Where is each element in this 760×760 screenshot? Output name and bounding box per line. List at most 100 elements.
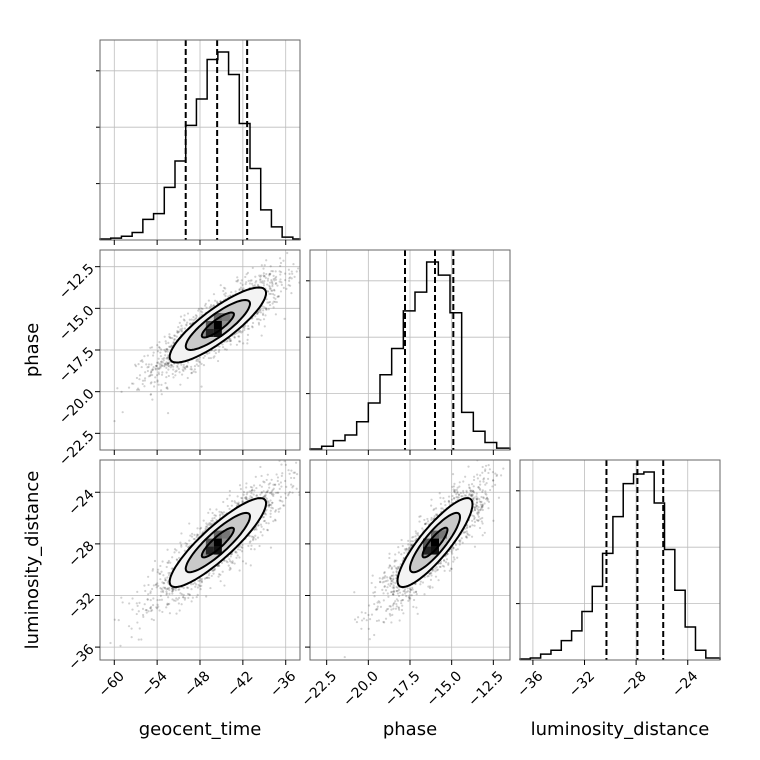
sample-point xyxy=(474,503,477,506)
sample-point xyxy=(295,473,299,476)
sample-point xyxy=(248,541,251,544)
sample-point xyxy=(248,497,251,500)
sample-point xyxy=(233,335,236,339)
sample-point xyxy=(197,358,200,361)
sample-point xyxy=(288,272,291,275)
sample-point xyxy=(265,272,268,276)
sample-point xyxy=(430,518,433,521)
sample-point xyxy=(134,365,138,368)
sample-point xyxy=(210,519,213,522)
sample-point xyxy=(516,453,518,455)
sample-point xyxy=(458,481,461,484)
sample-point xyxy=(268,482,272,485)
sample-point xyxy=(162,356,166,360)
sample-point xyxy=(487,463,490,467)
sample-point xyxy=(476,513,480,516)
sample-point xyxy=(451,546,454,549)
sample-point xyxy=(209,356,212,360)
sample-point xyxy=(481,490,484,493)
sample-point xyxy=(251,486,254,489)
scatter-panel-geocent_time-luminosity_distance xyxy=(99,459,301,661)
sample-point xyxy=(494,472,497,475)
sample-point xyxy=(278,499,281,502)
sample-point xyxy=(392,586,396,589)
sample-point xyxy=(274,510,277,513)
sample-point xyxy=(218,573,221,576)
sample-point xyxy=(473,545,477,548)
sample-point xyxy=(194,318,197,321)
sample-point xyxy=(389,591,393,594)
sample-point xyxy=(229,567,232,570)
sample-point xyxy=(163,587,167,590)
sample-point xyxy=(257,321,260,324)
sample-point xyxy=(160,383,163,386)
sample-point xyxy=(274,282,277,285)
sample-point xyxy=(238,329,241,332)
sample-point xyxy=(200,310,203,313)
sample-point xyxy=(263,494,266,497)
sample-point xyxy=(360,619,364,622)
sample-point xyxy=(401,599,404,602)
sample-point xyxy=(268,274,271,277)
sample-point xyxy=(475,501,478,504)
sample-point xyxy=(389,577,392,580)
sample-point xyxy=(143,584,146,587)
contour-level-2 xyxy=(168,286,267,364)
sample-point xyxy=(149,392,153,396)
sample-point xyxy=(214,348,217,352)
sample-point xyxy=(146,369,149,373)
sample-point xyxy=(251,325,254,328)
sample-point xyxy=(455,493,458,496)
sample-point xyxy=(397,594,401,598)
sample-point xyxy=(252,493,255,496)
sample-point xyxy=(160,570,163,573)
sample-point xyxy=(166,350,169,353)
sample-point xyxy=(277,295,280,298)
sample-point xyxy=(209,523,213,526)
sample-point xyxy=(266,491,269,494)
sample-point xyxy=(264,308,268,311)
sample-point xyxy=(214,352,217,355)
sample-point xyxy=(158,341,161,344)
sample-point xyxy=(414,590,418,594)
sample-point xyxy=(189,322,192,325)
sample-point xyxy=(185,544,188,547)
sample-point xyxy=(279,495,282,499)
sample-point xyxy=(430,516,433,520)
sample-point xyxy=(390,579,393,582)
sample-point xyxy=(226,561,229,564)
sample-point xyxy=(407,539,410,543)
density-cell xyxy=(221,530,230,539)
sample-point xyxy=(152,351,155,354)
sample-point xyxy=(388,556,391,560)
sample-point xyxy=(285,287,288,291)
sample-point xyxy=(167,596,170,599)
sample-point xyxy=(150,346,154,349)
sample-point xyxy=(261,534,264,537)
sample-point xyxy=(166,361,169,365)
sample-point xyxy=(176,598,179,601)
sample-point xyxy=(405,547,408,551)
sample-point xyxy=(268,273,272,276)
sample-point xyxy=(426,575,429,578)
sample-point xyxy=(190,371,193,374)
sample-point xyxy=(253,528,256,531)
sample-point xyxy=(274,277,277,280)
sample-point xyxy=(254,538,257,541)
sample-point xyxy=(259,318,262,322)
sample-point xyxy=(140,359,144,362)
sample-point xyxy=(473,520,477,524)
sample-point xyxy=(230,504,233,507)
sample-point xyxy=(401,544,404,548)
sample-point xyxy=(151,368,154,371)
sample-point xyxy=(195,363,198,366)
sample-point xyxy=(167,341,170,344)
sample-point xyxy=(283,317,286,320)
sample-point xyxy=(254,527,257,530)
sample-point xyxy=(193,538,196,541)
sample-point xyxy=(207,299,210,302)
sample-point xyxy=(168,335,171,338)
sample-point xyxy=(147,575,150,578)
sample-point xyxy=(186,586,190,589)
sample-point xyxy=(266,528,269,531)
